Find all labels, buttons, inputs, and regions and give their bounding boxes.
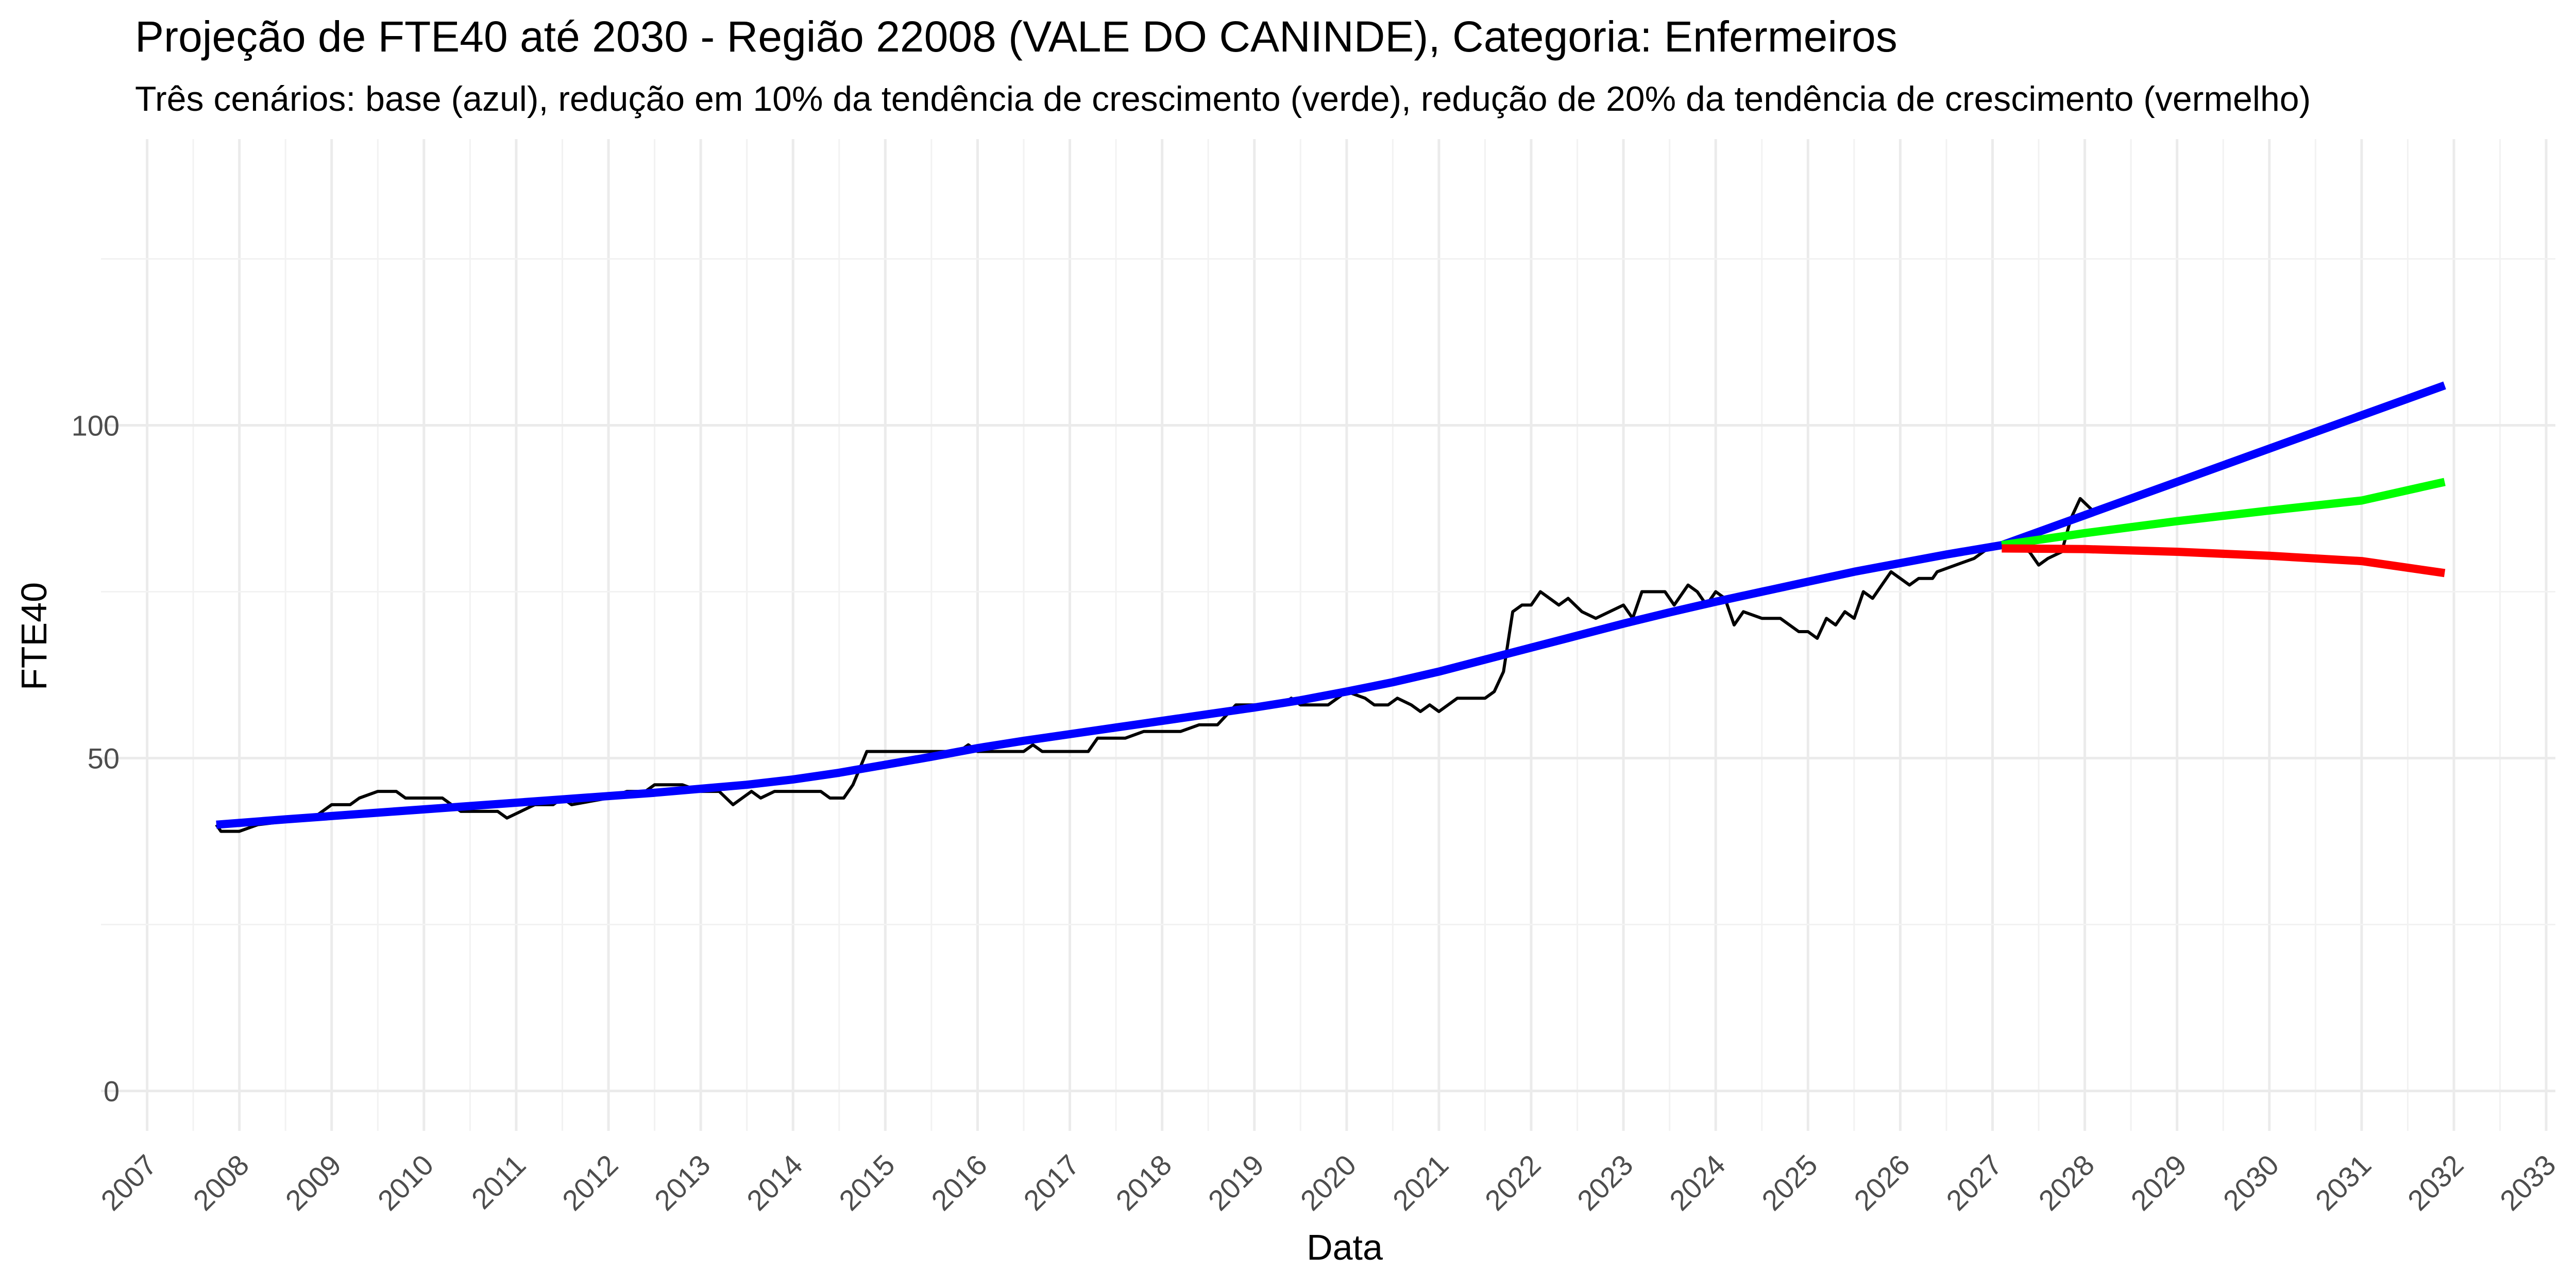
grid: [101, 139, 2555, 1131]
x-tick-label: 2007: [94, 1148, 163, 1217]
x-tick-label: 2016: [925, 1148, 993, 1217]
x-tick-label: 2021: [1386, 1148, 1455, 1217]
x-tick-label: 2033: [2494, 1148, 2562, 1217]
x-tick-label: 2017: [1017, 1148, 1086, 1217]
x-tick-label: 2030: [2217, 1148, 2285, 1217]
x-tick-label: 2027: [1940, 1148, 2008, 1217]
x-tick-label: 2028: [2032, 1148, 2100, 1217]
series-line-2: [2000, 381, 2446, 549]
x-tick-label: 2026: [1848, 1148, 1916, 1217]
chart-title: Projeção de FTE40 até 2030 - Região 2200…: [135, 12, 1897, 61]
x-tick-label: 2031: [2309, 1148, 2378, 1217]
tick-labels: 2007 2008 2009 2010 2011 2012 2013 2014 2015 2016…: [72, 410, 2562, 1217]
series-line-0: [215, 497, 2095, 833]
series-line-4: [2002, 544, 2446, 578]
x-axis-title: Data: [1307, 1227, 1383, 1267]
x-tick-label: 2009: [279, 1148, 348, 1217]
x-tick-label: 2025: [1755, 1148, 1824, 1217]
x-tick-label: 2020: [1294, 1148, 1363, 1217]
x-tick-label: 2010: [371, 1148, 440, 1217]
y-axis-title: FTE40: [14, 582, 54, 690]
y-tick-label: 50: [88, 742, 120, 775]
x-tick-label: 2024: [1663, 1148, 1732, 1217]
x-tick-label: 2018: [1109, 1148, 1178, 1217]
x-tick-label: 2023: [1571, 1148, 1639, 1217]
x-tick-label: 2011: [465, 1148, 532, 1215]
series-line-3: [2001, 478, 2446, 550]
series-line-1: [216, 541, 2003, 829]
y-tick-label: 100: [72, 410, 120, 442]
x-tick-label: 2008: [187, 1148, 255, 1217]
series-layer: [215, 381, 2446, 833]
y-tick-label: 0: [104, 1075, 120, 1107]
x-tick-label: 2019: [1202, 1148, 1270, 1217]
x-tick-label: 2014: [740, 1148, 809, 1217]
x-tick-label: 2022: [1479, 1148, 1547, 1217]
x-tick-label: 2029: [2125, 1148, 2193, 1217]
x-tick-label: 2012: [556, 1148, 624, 1217]
x-tick-label: 2013: [648, 1148, 717, 1217]
x-tick-label: 2032: [2401, 1148, 2470, 1217]
chart-subtitle: Três cenários: base (azul), redução em 1…: [135, 79, 2311, 118]
x-tick-label: 2015: [833, 1148, 901, 1217]
